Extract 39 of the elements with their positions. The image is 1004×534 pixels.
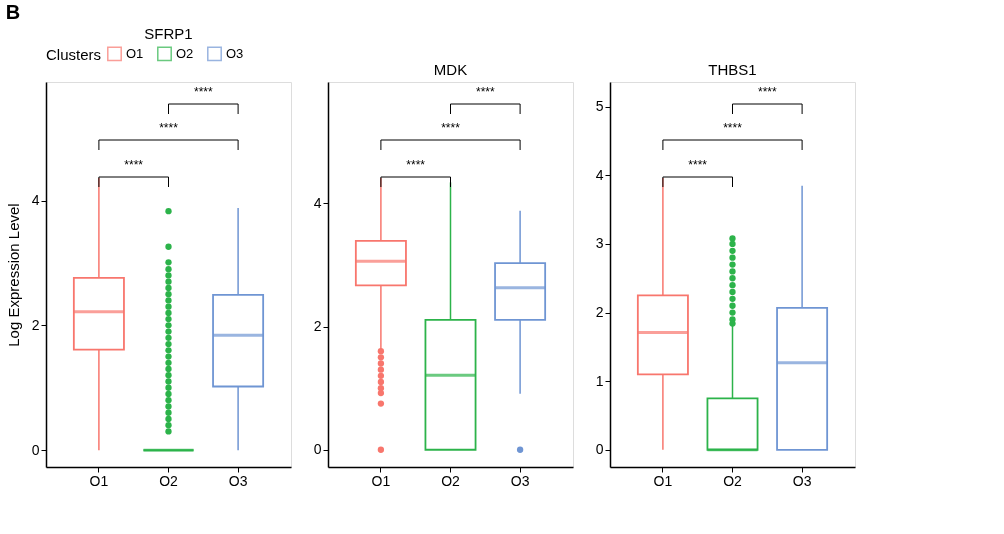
annotation: **** <box>406 158 426 172</box>
y-tick-label: 1 <box>595 372 604 389</box>
y-tick-label: 4 <box>31 192 40 209</box>
y-tick-label: 0 <box>31 441 40 458</box>
x-tick-label: O1 <box>89 472 109 489</box>
x-tick-label: O3 <box>792 472 812 489</box>
legend-label: O3 <box>226 45 244 61</box>
x-tick-label: O1 <box>371 472 391 489</box>
x-tick-label: O3 <box>510 472 530 489</box>
annotation: **** <box>723 121 743 135</box>
x-tick-label: O3 <box>228 472 248 489</box>
legend-label: O1 <box>126 45 144 61</box>
y-tick-label: 2 <box>595 304 604 321</box>
x-tick-label: O2 <box>159 472 179 489</box>
annotation: **** <box>475 85 495 99</box>
x-tick-label: O1 <box>653 472 673 489</box>
y-axis-title: Log Expression Level <box>4 203 22 347</box>
annotation: **** <box>159 121 179 135</box>
chart-title: THBS1 <box>708 61 757 78</box>
y-tick-label: 5 <box>595 98 604 115</box>
y-tick-label: 3 <box>595 235 604 252</box>
annotation: **** <box>193 85 213 99</box>
chart-title: SFRP1 <box>144 25 193 42</box>
y-tick-label: 2 <box>31 316 40 333</box>
annotation: **** <box>757 85 777 99</box>
annotation: **** <box>688 158 708 172</box>
x-tick-label: O2 <box>723 472 743 489</box>
annotation: **** <box>441 121 461 135</box>
y-tick-label: 2 <box>313 318 322 335</box>
y-tick-label: 4 <box>313 194 322 211</box>
y-tick-label: 0 <box>313 441 322 458</box>
annotation: **** <box>124 158 144 172</box>
y-tick-label: 4 <box>595 166 604 183</box>
x-tick-label: O2 <box>441 472 461 489</box>
y-tick-label: 0 <box>595 441 604 458</box>
text: B <box>5 0 21 23</box>
chart-title: MDK <box>433 61 468 78</box>
legend-title: Clusters <box>46 46 102 63</box>
legend-label: O2 <box>176 45 194 61</box>
